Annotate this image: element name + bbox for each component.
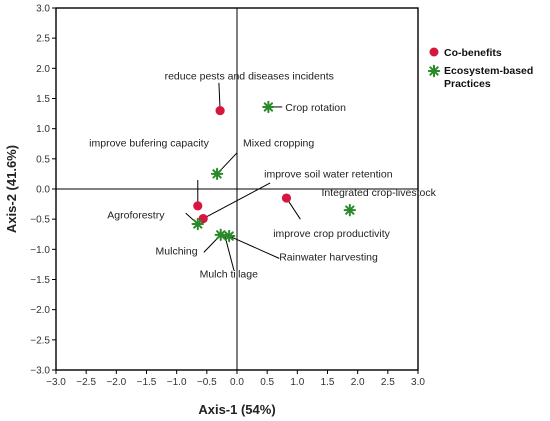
y-tick-label: −0.5 [30,215,50,226]
x-axis-title: Axis-1 (54%) [198,402,275,417]
y-tick-label: 1.5 [36,94,50,105]
annotation-label: Rainwater harvesting [279,252,378,264]
annotation-leader-lines [185,82,301,271]
annotation-label: improve bufering capacity [89,138,209,150]
ecosystem-practice-point [343,203,357,217]
ecosystem-practice-point [214,228,227,242]
legend-label-ecosystem-based-practices: Ecosystem-based Practices [444,65,533,90]
annotation-label: improve soil water retention [264,168,393,180]
annotation-leader-line [224,235,235,271]
legend-symbol-ecosystem-based-practices [427,64,441,78]
y-tick-label: −2.0 [30,305,50,316]
x-tick-label: −2.5 [76,377,96,388]
legend-star-glyph [427,64,441,78]
annotation-label: reduce pests and diseases incidents [165,71,334,83]
y-tick-label: −2.5 [30,335,50,346]
x-tick-label: 2.0 [351,377,365,388]
y-tick-label: −1.5 [30,275,50,286]
x-tick-label: 3.0 [411,377,425,388]
annotation-label: Mulching [156,246,198,258]
data-marks [191,100,357,243]
x-tick-label: 0.0 [230,377,244,388]
y-tick-label: −1.0 [30,245,50,256]
y-tick-label: 1.0 [36,124,50,135]
x-tick-label: −1.0 [167,377,187,388]
annotation-label: Mulch tillage [200,268,259,280]
legend-label-co-benefits: Co-benefits [444,47,502,59]
annotation-label: Mixed cropping [243,138,314,150]
y-tick-label: 2.0 [36,64,50,75]
y-axis-ticks: 3.0 2.5 2.0 1.5 1.0 0.5 0.0 −0.5 −1.0 −1.5 −2.0 −2.… [30,4,56,377]
x-tick-label: 1.5 [321,377,335,388]
annotation-label: Crop rotation [285,102,346,114]
y-axis-title: Axis-2 (41.6%) [4,145,19,233]
ecosystem-practice-point [222,229,236,243]
y-tick-label: −3.0 [30,366,50,377]
x-tick-label: −1.5 [137,377,157,388]
co-benefit-point [193,201,203,211]
legend: Co-benefits Ecosystem-based Practices [427,47,533,90]
x-tick-label: 2.5 [381,377,395,388]
annotation-label: Agroforestry [107,209,165,221]
x-tick-label: −0.5 [197,377,217,388]
annotation-label: Integrated crop-livestock [321,187,436,199]
annotation-labels: reduce pests and diseases incidents Crop … [89,71,436,281]
co-benefit-point [215,105,225,116]
y-tick-label: 2.5 [36,34,50,45]
y-tick-label: 0.0 [36,185,50,196]
x-tick-label: −2.0 [106,377,126,388]
co-benefit-point [281,193,292,203]
x-axis-ticks: −3.0 −2.5 −2.0 −1.5 −1.0 −0.5 0.0 0.5 1.0 1.5 2.0 2… [46,370,425,388]
x-tick-label: −3.0 [46,377,66,388]
annotation-leader-line [218,82,221,111]
annotation-leader-line [228,235,280,259]
annotation-leader-line [202,182,271,220]
x-tick-label: 1.0 [290,377,304,388]
ecosystem-practice-point [191,217,204,231]
ecosystem-practice-point [210,167,224,181]
x-tick-label: 0.5 [260,377,274,388]
legend-symbol-co-benefits [429,47,439,57]
ecosystem-practice-point [262,100,275,114]
y-tick-label: 3.0 [36,4,50,15]
annotation-label: improve crop productivity [273,228,390,240]
y-tick-label: 0.5 [36,154,50,165]
